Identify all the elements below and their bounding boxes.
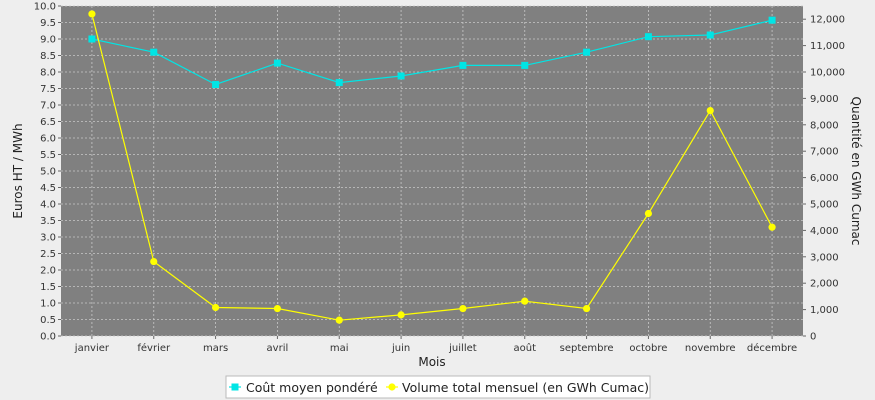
right-tick-label: 2,000 (810, 279, 839, 290)
x-tick-label: décembre (747, 342, 797, 354)
data-point-cout (459, 61, 467, 69)
data-point-cout (212, 81, 220, 89)
series-line-1 (91, 19, 773, 86)
left-tick-label: 10.0 (34, 2, 56, 13)
data-point-cout (88, 35, 96, 43)
left-tick-label: 7.0 (40, 101, 56, 112)
left-tick-label: 7.5 (40, 84, 56, 95)
left-tick-label: 2.5 (40, 249, 56, 260)
data-point-cout (644, 33, 652, 41)
right-tick-label: 10,000 (810, 68, 845, 79)
left-tick-label: 1.5 (40, 282, 56, 293)
data-point-cout (397, 72, 405, 80)
right-tick-label: 6,000 (810, 173, 839, 184)
left-tick-label: 8.5 (40, 51, 56, 62)
data-point-volume (88, 10, 96, 18)
data-point-cout (335, 79, 343, 87)
legend-marker-cout (231, 383, 239, 391)
series-layer (88, 10, 776, 324)
right-tick-label: 5,000 (810, 200, 839, 211)
left-tick-label: 4.5 (40, 183, 56, 194)
legend: Coût moyen pondéré Volume total mensuel … (225, 375, 651, 399)
left-axis-title: Euros HT / MWh (11, 123, 25, 218)
left-tick-label: 2.0 (40, 266, 56, 277)
left-tick-label: 6.0 (40, 134, 56, 145)
right-tick-label: 11,000 (810, 41, 845, 52)
x-tick-label: mars (203, 343, 228, 354)
left-tick-label: 1.0 (40, 299, 56, 310)
right-tick-label: 0 (810, 332, 816, 343)
plot-area (61, 6, 803, 336)
right-axis-title: Quantité en GWh Cumac (849, 97, 863, 246)
data-point-cout (273, 59, 281, 67)
right-tick-label: 4,000 (810, 226, 839, 237)
data-point-volume (582, 304, 591, 313)
right-tick-label: 8,000 (810, 120, 839, 131)
data-point-volume (397, 311, 405, 319)
x-tick-label: juillet (448, 343, 477, 354)
legend-marker-volume (388, 383, 396, 391)
right-tick-label: 7,000 (810, 147, 839, 158)
data-point-volume (335, 316, 343, 324)
data-point-cout (706, 31, 714, 39)
right-tick-label: 12,000 (810, 15, 845, 26)
right-tick-label: 1,000 (810, 305, 839, 316)
x-axis-title: Mois (418, 355, 445, 369)
data-point-cout (150, 48, 158, 56)
x-tick-label: mai (330, 343, 349, 354)
data-point-volume (150, 257, 158, 266)
right-axis-ticks: 0 1,000 2,000 3,000 4,000 5,000 6,000 7,000 8,00… (803, 15, 845, 343)
data-point-volume (459, 304, 467, 313)
legend-box (225, 375, 651, 399)
right-tick-label: 3,000 (810, 252, 839, 263)
x-tick-label: octobre (629, 343, 667, 354)
legend-label-cout: Coût moyen pondéré (246, 380, 378, 395)
x-axis-ticks: janvier février mars avril mai juin juillet aoû… (74, 336, 797, 354)
x-tick-label: septembre (560, 343, 614, 354)
series-line-2 (91, 13, 773, 321)
x-tick-label: janvier (74, 343, 110, 354)
legend-item-volume: Volume total mensuel (en GWh Cumac) (386, 380, 649, 395)
left-tick-label: 8.0 (40, 68, 56, 79)
left-tick-label: 3.5 (40, 216, 56, 227)
data-point-cout (521, 61, 529, 69)
x-tick-label: novembre (685, 343, 736, 354)
x-tick-label: août (513, 342, 536, 354)
right-tick-label: 9,000 (810, 94, 839, 105)
left-tick-label: 5.5 (40, 150, 56, 161)
data-point-volume (768, 223, 776, 231)
left-tick-label: 9.0 (40, 35, 56, 46)
left-tick-label: 6.5 (40, 117, 56, 128)
data-point-volume (273, 304, 282, 313)
data-point-volume (521, 297, 529, 305)
left-axis-ticks: 0.0 0.5 1.0 1.5 2.0 2.5 3.0 3.5 4.0 4.5 5.0 5.5 6.0 6… (34, 2, 61, 343)
data-point-volume (706, 106, 714, 115)
left-tick-label: 3.0 (40, 233, 56, 244)
x-tick-label: juin (391, 343, 410, 354)
data-point-cout (768, 16, 776, 24)
data-point-volume (644, 209, 653, 218)
x-tick-label: avril (267, 343, 289, 354)
legend-item-cout: Coût moyen pondéré (229, 380, 378, 395)
left-tick-label: 0.5 (40, 315, 56, 326)
left-tick-label: 5.0 (40, 167, 56, 178)
x-tick-label: février (137, 342, 171, 354)
data-point-volume (211, 303, 220, 312)
left-tick-label: 4.0 (40, 200, 56, 211)
data-point-cout (583, 48, 591, 56)
left-tick-label: 9.5 (40, 18, 56, 29)
legend-label-volume: Volume total mensuel (en GWh Cumac) (402, 380, 649, 395)
left-tick-label: 0.0 (40, 332, 56, 343)
